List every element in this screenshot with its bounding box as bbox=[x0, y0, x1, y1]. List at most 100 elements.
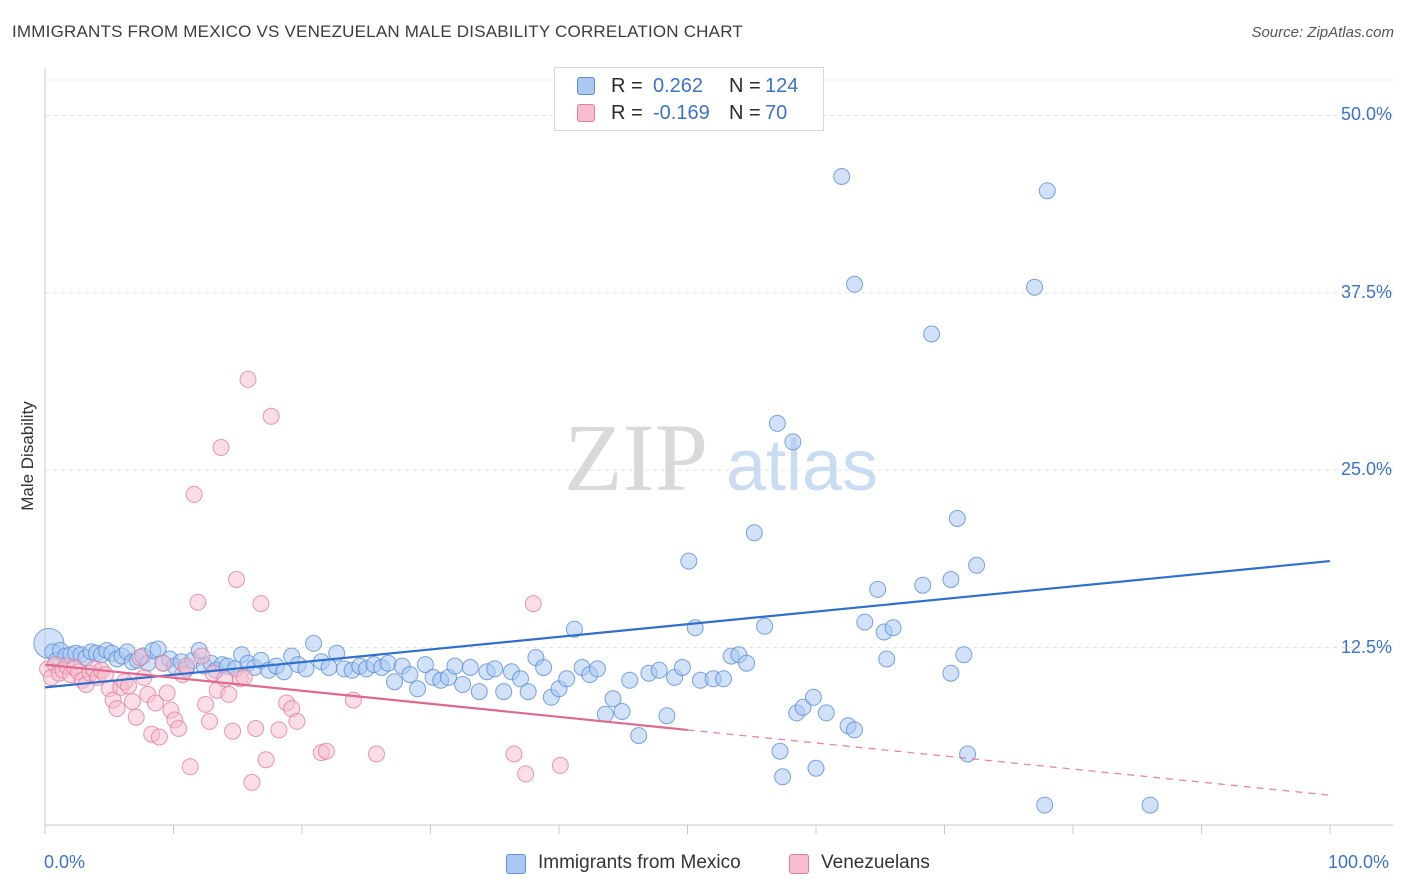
mexico-point bbox=[1026, 278, 1043, 296]
axes bbox=[44, 68, 1393, 834]
mexico-point bbox=[807, 759, 825, 777]
venezuelan-point bbox=[131, 649, 149, 667]
mexico-point bbox=[650, 661, 668, 679]
mexico-point bbox=[565, 620, 583, 638]
mexico-point bbox=[454, 676, 472, 693]
mexico-point bbox=[914, 576, 932, 594]
mexico-point bbox=[658, 707, 676, 725]
mexico-point bbox=[756, 617, 774, 635]
venezuelan-point bbox=[177, 657, 195, 675]
venezuelan-point bbox=[147, 694, 164, 712]
x-tick-min: 0.0% bbox=[44, 852, 86, 872]
y-tick-label: 37.5% bbox=[1340, 281, 1392, 302]
venezuelan-point bbox=[262, 407, 280, 425]
venezuelan-point bbox=[551, 756, 569, 774]
series-legend: Immigrants from Mexico Venezuelans bbox=[0, 852, 1406, 878]
mexico-point bbox=[846, 275, 863, 293]
x-tick-max: 100.0% bbox=[1328, 852, 1390, 872]
mexico-point bbox=[673, 659, 691, 676]
venezuelan-point bbox=[270, 721, 288, 739]
y-tick-label: 12.5% bbox=[1340, 636, 1392, 657]
trend-line-venezuelans bbox=[44, 663, 688, 732]
mexico-point bbox=[784, 433, 802, 451]
legend-n-label: N = bbox=[729, 102, 761, 124]
venezuelan-point bbox=[193, 647, 211, 665]
mexico-point bbox=[968, 556, 986, 574]
watermark: ZIP atlas bbox=[564, 404, 878, 511]
mexico-point bbox=[833, 168, 851, 185]
mexico-point bbox=[738, 654, 756, 672]
venezuelan-point bbox=[150, 728, 168, 746]
mexico-point bbox=[409, 680, 427, 698]
venezuelan-point bbox=[235, 668, 253, 686]
mexico-point bbox=[1036, 796, 1054, 814]
mexico-point bbox=[923, 325, 941, 343]
watermark-atlas: atlas bbox=[726, 426, 878, 506]
venezuelan-point bbox=[108, 700, 126, 718]
venezuelan-point bbox=[257, 751, 275, 769]
chart-title: IMMIGRANTS FROM MEXICO VS VENEZUELAN MAL… bbox=[12, 22, 743, 41]
series-label-venezuelans: Venezuelans bbox=[821, 852, 930, 873]
venezuelan-point bbox=[212, 439, 230, 456]
mexico-point bbox=[495, 683, 513, 701]
mexico-point bbox=[535, 659, 553, 676]
mexico-point bbox=[275, 663, 293, 681]
venezuelan-point bbox=[170, 720, 188, 737]
y-tick-label: 25.0% bbox=[1340, 459, 1392, 480]
mexico-point bbox=[942, 571, 960, 588]
mexico-point bbox=[305, 634, 323, 652]
mexico-point bbox=[680, 552, 698, 570]
mexico-point bbox=[768, 414, 786, 432]
mexico-point bbox=[869, 580, 887, 598]
venezuelan-point bbox=[158, 684, 176, 702]
mexico-point bbox=[589, 660, 606, 678]
venezuelan-point bbox=[127, 708, 145, 726]
mexico-point bbox=[558, 670, 576, 688]
legend-r-value: 0.262 bbox=[653, 75, 704, 97]
mexico-point bbox=[1141, 796, 1159, 814]
mexico-point bbox=[512, 670, 529, 688]
mexico-point bbox=[386, 673, 403, 691]
mexico-point bbox=[878, 650, 896, 668]
mexico-point bbox=[470, 683, 488, 701]
mexico-point bbox=[745, 524, 763, 542]
venezuelan-point bbox=[201, 712, 218, 730]
trend-line-venezuelans-extrapolated bbox=[687, 729, 1331, 796]
venezuelan-point bbox=[228, 571, 245, 588]
mexico-point bbox=[630, 727, 648, 745]
venezuelan-point bbox=[368, 745, 385, 763]
mexico-point bbox=[379, 654, 397, 672]
venezuelan-point bbox=[252, 595, 270, 613]
venezuelan-point bbox=[154, 654, 172, 672]
mexico-point bbox=[884, 619, 902, 637]
venezuelan-point bbox=[288, 712, 306, 730]
mexico-point bbox=[613, 703, 631, 720]
mexico-point bbox=[519, 683, 537, 701]
mexico-point bbox=[416, 656, 434, 674]
watermark-zip: ZIP bbox=[564, 404, 708, 511]
venezuelan-point bbox=[123, 693, 141, 710]
mexico-point bbox=[771, 742, 789, 760]
venezuelan-point bbox=[505, 745, 523, 763]
mexico-point bbox=[948, 510, 966, 527]
mexico-point bbox=[817, 704, 835, 722]
trend-line-mexico bbox=[44, 559, 1331, 689]
venezuelan-point bbox=[524, 595, 542, 613]
legend-n-label: N = bbox=[729, 75, 761, 97]
venezuelan-point bbox=[189, 593, 207, 611]
mexico-point bbox=[1038, 182, 1056, 200]
legend-n-value: 70 bbox=[765, 102, 788, 124]
venezuelan-point bbox=[185, 485, 203, 503]
mexico-point bbox=[846, 721, 863, 739]
legend-r-label: R = bbox=[611, 102, 643, 124]
venezuelan-point bbox=[517, 765, 535, 783]
source-note: Source: ZipAtlas.com bbox=[1251, 24, 1394, 41]
series-swatch-venezuelans bbox=[789, 854, 809, 874]
legend-swatch-venezuelans bbox=[577, 104, 595, 122]
y-tick-label: 50.0% bbox=[1340, 104, 1392, 125]
mexico-point bbox=[604, 690, 622, 708]
legend-r-value: -0.169 bbox=[653, 102, 710, 124]
mexico-point bbox=[446, 657, 464, 675]
mexico-point bbox=[461, 659, 479, 676]
